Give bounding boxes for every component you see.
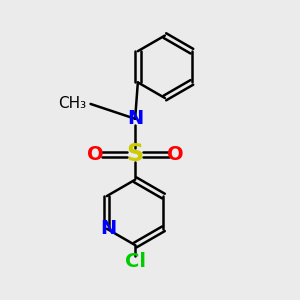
- Text: CH₃: CH₃: [58, 96, 86, 111]
- Text: Cl: Cl: [124, 252, 146, 271]
- Text: N: N: [127, 109, 143, 128]
- Text: O: O: [87, 145, 103, 164]
- Text: S: S: [127, 142, 144, 167]
- Text: N: N: [100, 219, 116, 238]
- Text: O: O: [167, 145, 184, 164]
